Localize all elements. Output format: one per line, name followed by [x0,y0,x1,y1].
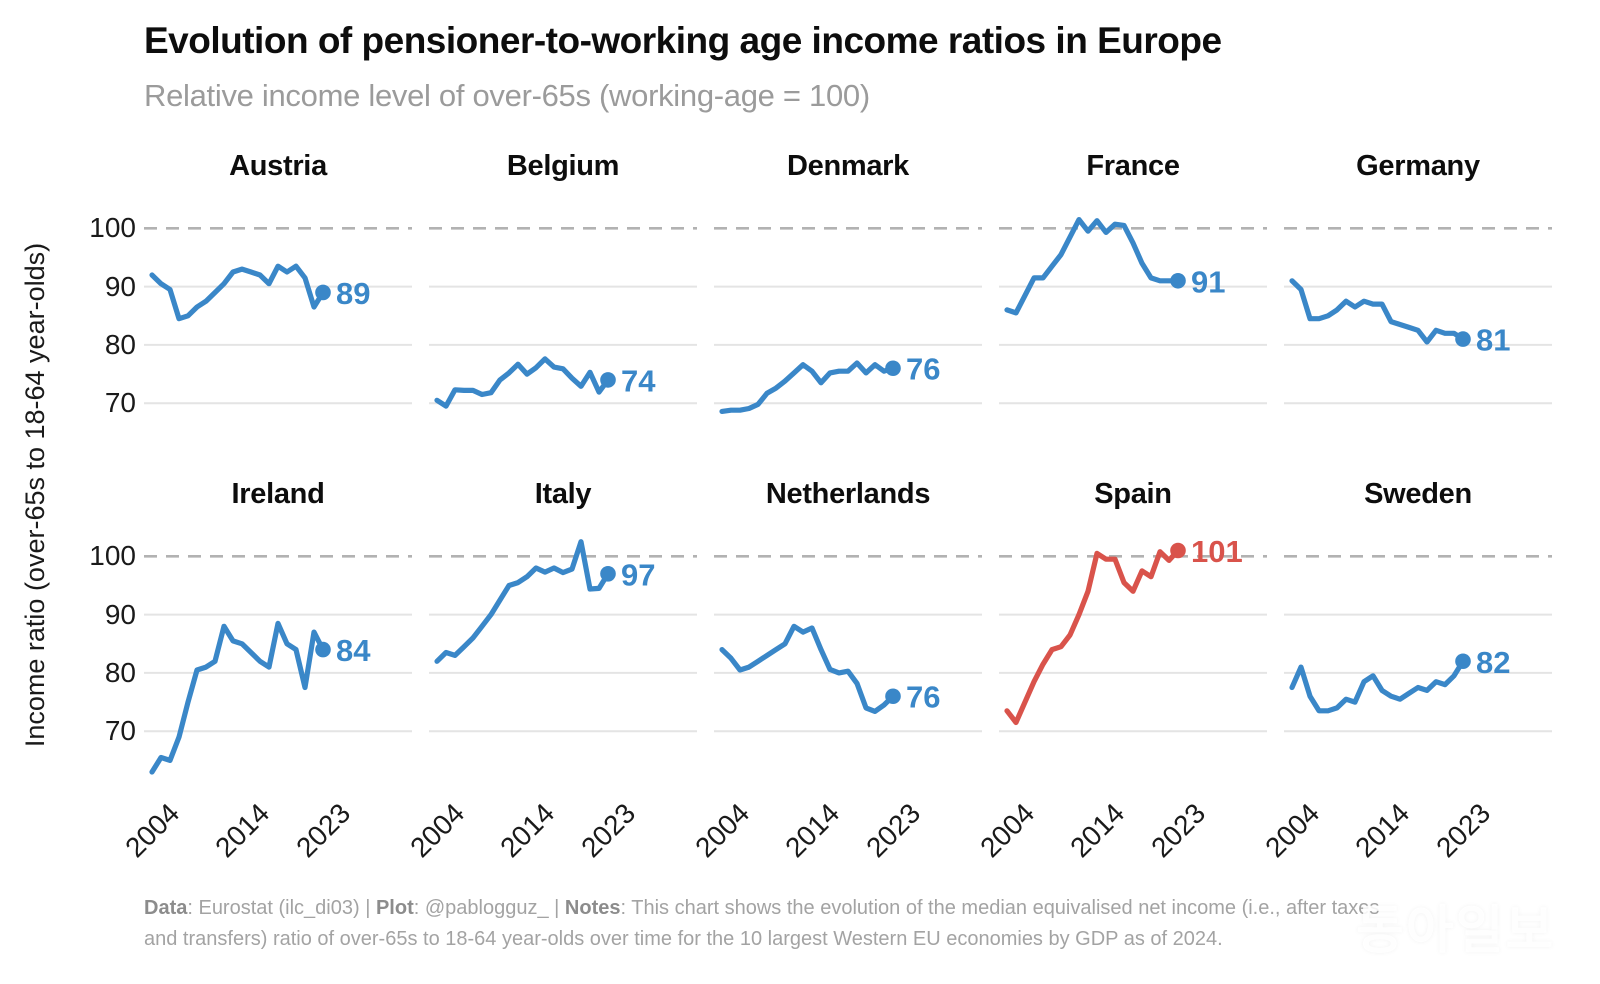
panel-title-netherlands: Netherlands [765,478,931,510]
y-tick-label: 80 [104,328,136,360]
y-tick-label: 70 [104,387,136,419]
end-dot [885,688,901,705]
y-tick-label: 100 [89,212,136,244]
panel-plot-germany: 81 [1284,227,1552,405]
end-dot [885,360,901,377]
panel-title-belgium: Belgium [506,150,620,182]
panel-plot-ireland: 84 [144,555,412,775]
end-dot [600,566,616,582]
line-italy [434,539,611,664]
x-tick-label: 2023 [1145,797,1212,864]
line-austria [149,263,326,322]
x-tick-label: 2004 [1259,797,1326,864]
end-dot [600,372,616,388]
x-tick-label: 2014 [779,797,846,864]
line-france [1004,217,1181,316]
end-value-label: 76 [906,352,940,387]
panel-title-austria: Austria [229,150,327,182]
end-dot [1170,272,1186,289]
chart-subtitle: Relative income level of over-65s (worki… [144,78,870,113]
line-ireland [149,620,326,775]
line-spain [1004,547,1181,726]
x-tick-label: 2023 [575,797,642,864]
panel-plot-denmark: 76 [714,227,982,414]
end-value-label: 76 [906,680,940,715]
y-tick-label: 90 [104,598,136,630]
end-value-label: 84 [336,633,371,668]
end-value-label: 82 [1476,645,1510,680]
footer-text: : @pablogguz_ | [413,897,565,919]
end-dot [315,641,331,658]
end-value-label: 89 [336,276,370,311]
line-sweden [1289,658,1466,714]
panel-title-spain: Spain [1094,478,1172,510]
x-tick-label: 2004 [689,797,756,864]
chart-title: Evolution of pensioner-to-working age in… [144,20,1222,61]
line-netherlands [719,623,896,714]
x-tick-label: 2004 [404,797,471,864]
footer-text: : Eurostat (ilc_di03) | [187,897,376,919]
panel-title-ireland: Ireland [231,478,325,510]
line-belgium [434,356,611,409]
end-value-label: 74 [621,363,656,398]
panel-title-denmark: Denmark [786,150,909,182]
end-dot [315,284,331,301]
x-tick-label: 2014 [209,797,276,864]
x-tick-label: 2004 [119,797,186,864]
x-tick-label: 2023 [860,797,927,864]
x-tick-label: 2014 [494,797,561,864]
panel-title-france: France [1086,150,1180,182]
panel-title-germany: Germany [1356,150,1480,182]
panel-title-sweden: Sweden [1364,478,1472,510]
end-value-label: 91 [1191,264,1225,299]
panel-plot-sweden: 82 [1284,555,1552,733]
end-dot [1170,542,1186,559]
end-value-label: 101 [1191,534,1243,569]
x-tick-label: 2014 [1064,797,1131,864]
footer-label: Data [144,897,188,919]
x-tick-label: 2023 [290,797,357,864]
y-tick-label: 90 [104,270,136,302]
line-germany [1289,278,1466,345]
x-tick-label: 2014 [1349,797,1416,864]
y-tick-label: 80 [104,656,136,688]
panel-plot-france: 91 [999,217,1267,405]
footer-note: Data: Eurostat (ilc_di03) | Plot: @pablo… [144,893,1399,955]
end-value-label: 97 [621,557,655,592]
panel-plot-austria: 89 [144,227,412,405]
footer-text: : This chart shows the evolution of the … [144,897,1380,950]
panel-plot-spain: 101 [999,534,1267,733]
y-tick-label: 100 [89,540,136,572]
panel-plot-netherlands: 76 [714,555,982,733]
end-dot [1455,653,1471,670]
panel-plot-italy: 97 [429,539,697,733]
footer-label: Plot [375,897,414,919]
line-denmark [719,360,896,414]
panel-plot-belgium: 74 [429,227,697,409]
footer-label: Notes [564,897,621,919]
end-dot [1455,331,1471,347]
x-tick-label: 2023 [1430,797,1497,864]
y-tick-label: 70 [104,715,136,747]
panel-title-italy: Italy [534,478,592,510]
end-value-label: 81 [1476,323,1510,358]
watermark: 동아일보 [1356,902,1556,960]
x-tick-label: 2004 [974,797,1041,864]
